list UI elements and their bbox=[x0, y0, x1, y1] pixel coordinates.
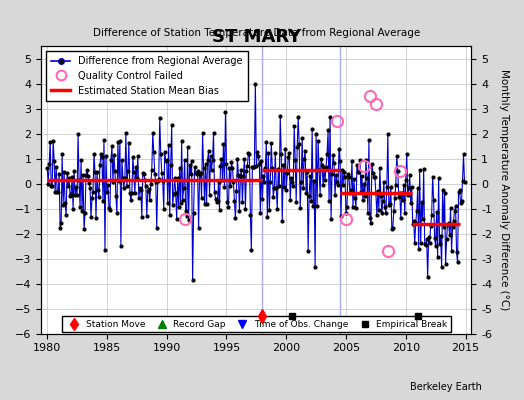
Text: Berkeley Earth: Berkeley Earth bbox=[410, 382, 482, 392]
Y-axis label: Monthly Temperature Anomaly Difference (°C): Monthly Temperature Anomaly Difference (… bbox=[499, 70, 509, 311]
Title: ST MARY: ST MARY bbox=[212, 28, 301, 46]
Text: Difference of Station Temperature Data from Regional Average: Difference of Station Temperature Data f… bbox=[93, 28, 420, 38]
Legend: Station Move, Record Gap, Time of Obs. Change, Empirical Break: Station Move, Record Gap, Time of Obs. C… bbox=[62, 316, 451, 332]
